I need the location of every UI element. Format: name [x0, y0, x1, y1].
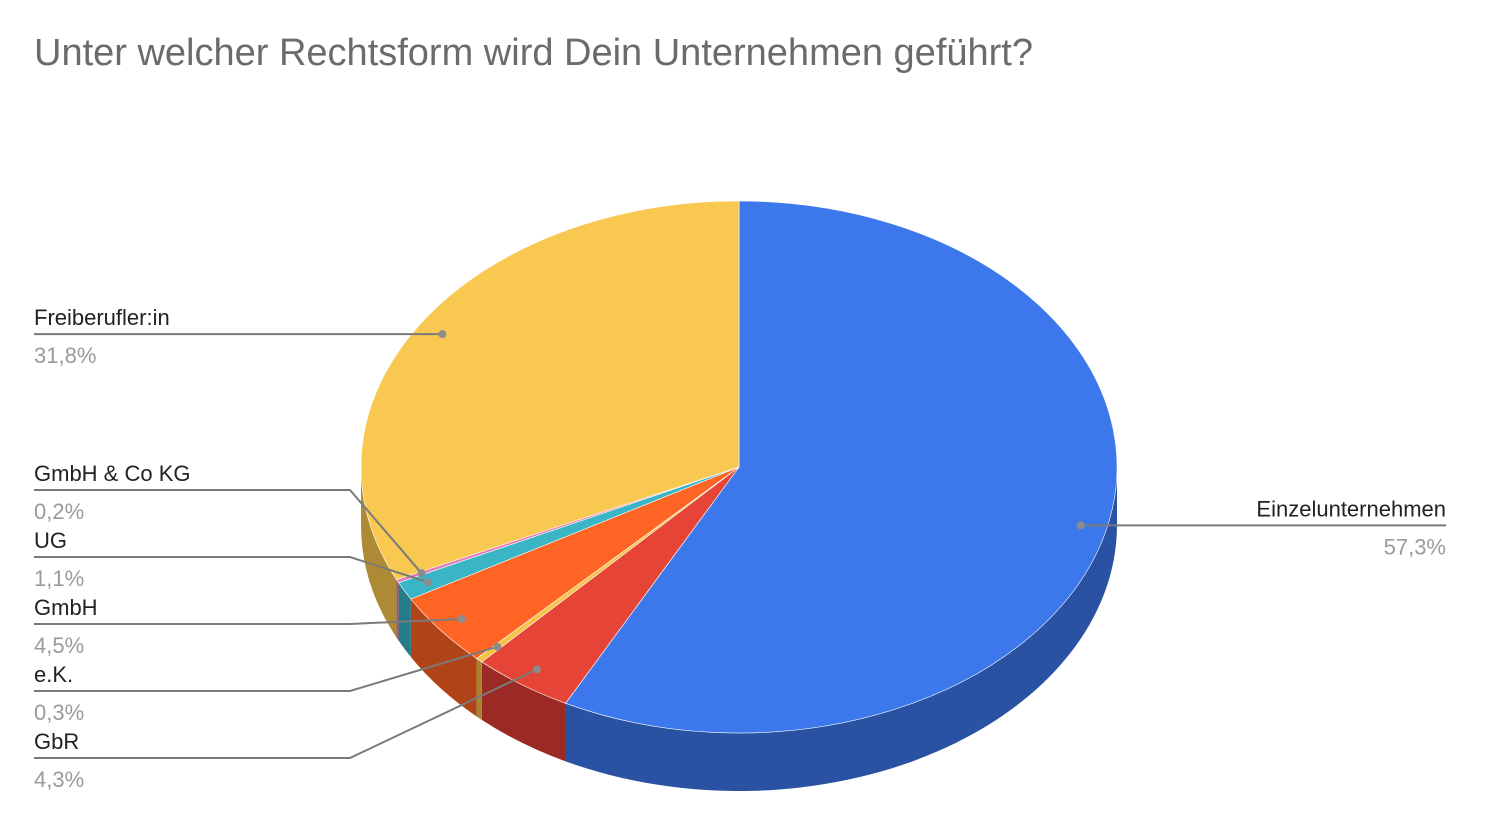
slice-value-gmbh: 4,5%	[34, 633, 84, 658]
pie-sides	[361, 467, 1117, 791]
leader-dot-gmbh-co-kg	[417, 569, 426, 578]
pie-side-freiberufler-in	[361, 467, 397, 638]
slice-label-freiberufler-in: Freiberufler:in	[34, 305, 170, 330]
pie-side-gmbh	[410, 599, 477, 717]
leader-line-gmbh-co-kg	[34, 489, 423, 574]
pie-slice-einzelunternehmen[interactable]	[565, 200, 1118, 734]
slice-value-einzelunternehmen: 57,3%	[1384, 534, 1446, 559]
leader-dot-gmbh	[457, 614, 466, 623]
slice-value-e-k: 0,3%	[34, 700, 84, 725]
slice-label-gmbh: GmbH	[34, 595, 98, 620]
slice-labels: Einzelunternehmen 57,3% GbR 4,3% e.K. 0,3% Gmb…	[34, 305, 1446, 792]
slice-label-gmbh-co-kg: GmbH & Co KG	[34, 461, 190, 486]
leader-line-ug	[34, 556, 429, 584]
pie-side-gmbh-co-kg	[396, 579, 399, 641]
slice-label-gbr: GbR	[34, 729, 79, 754]
pie-side-e-k	[476, 658, 482, 720]
slice-value-freiberufler-in: 31,8%	[34, 343, 96, 368]
pie-tops	[360, 200, 1118, 734]
slice-label-ug: UG	[34, 528, 67, 553]
slice-value-gmbh-co-kg: 0,2%	[34, 499, 84, 524]
leader-line-gmbh	[34, 617, 462, 625]
leader-dot-ug	[423, 578, 432, 587]
pie-side-ug	[398, 582, 411, 658]
pie-side-gbr	[481, 661, 566, 762]
slice-value-gbr: 4,3%	[34, 767, 84, 792]
leader-line-gbr	[34, 668, 538, 759]
slice-value-ug: 1,1%	[34, 566, 84, 591]
leader-dot-einzelunternehmen	[1076, 521, 1085, 530]
pie-side-einzelunternehmen	[565, 467, 1117, 791]
leader-dot-freiberufler-in	[438, 330, 447, 339]
leader-dot-e-k	[493, 642, 502, 651]
chart-title: Unter welcher Rechtsform wird Dein Unter…	[34, 32, 1033, 74]
leader-dot-gbr	[532, 665, 541, 674]
leader-lines	[34, 330, 1446, 759]
slice-label-e-k: e.K.	[34, 662, 73, 687]
slice-label-einzelunternehmen: Einzelunternehmen	[1256, 496, 1446, 521]
leader-line-e-k	[34, 645, 498, 692]
